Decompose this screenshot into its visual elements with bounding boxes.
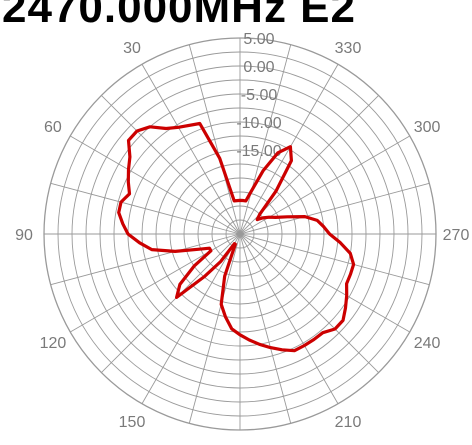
angle-tick-label: 60 (44, 119, 62, 136)
angle-tick-label: 240 (414, 335, 441, 352)
angle-tick-label: 120 (40, 335, 67, 352)
grid-spoke (101, 233, 241, 373)
angle-tick-label: 300 (414, 119, 441, 136)
grid-spoke (188, 44, 241, 235)
grid-spoke (188, 233, 241, 424)
angle-tick-label: 180 (227, 443, 254, 445)
radial-tick-label: 5.00 (243, 31, 274, 48)
grid-spoke (50, 233, 241, 286)
grid-spoke (239, 182, 430, 235)
radial-tick-label: 0.00 (243, 59, 274, 76)
angle-tick-label: 210 (335, 414, 362, 431)
radial-tick-label: -15.00 (236, 143, 281, 160)
angle-tick-label: 90 (15, 227, 33, 244)
angle-tick-label: 270 (443, 227, 470, 244)
radial-tick-label: -5.00 (241, 87, 278, 104)
grid-spoke (141, 64, 241, 235)
grid-spoke (239, 233, 410, 333)
angle-tick-labels: 30 60 90 120 150 180 210 240 270 300 330 (15, 40, 469, 445)
radial-tick-label: -10.00 (236, 115, 281, 132)
grid-spoke (239, 233, 292, 424)
grid-spoke (239, 233, 379, 373)
grid-spoke (141, 233, 241, 404)
series-line (117, 121, 356, 353)
grid-spoke (50, 182, 241, 235)
grid-spoke (239, 233, 430, 286)
grid-spoke (239, 233, 339, 404)
radial-tick-labels: 5.00 0.00 -5.00 -10.00 -15.00 (236, 31, 281, 160)
angle-tick-label: 30 (123, 40, 141, 57)
grid-spoke (70, 135, 241, 235)
angle-tick-label: 330 (335, 40, 362, 57)
series-layer (117, 121, 356, 353)
chart-title: 2470.000MHz E2 (2, 0, 356, 32)
grid-spoke (101, 95, 241, 235)
angle-tick-label: 150 (119, 414, 146, 431)
grid-spoke (239, 44, 292, 235)
